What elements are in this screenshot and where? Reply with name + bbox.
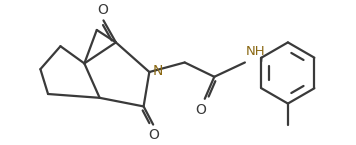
Text: O: O [149, 128, 159, 142]
Text: O: O [195, 103, 206, 117]
Text: O: O [97, 3, 108, 17]
Text: N: N [152, 64, 163, 78]
Text: NH: NH [246, 45, 266, 58]
